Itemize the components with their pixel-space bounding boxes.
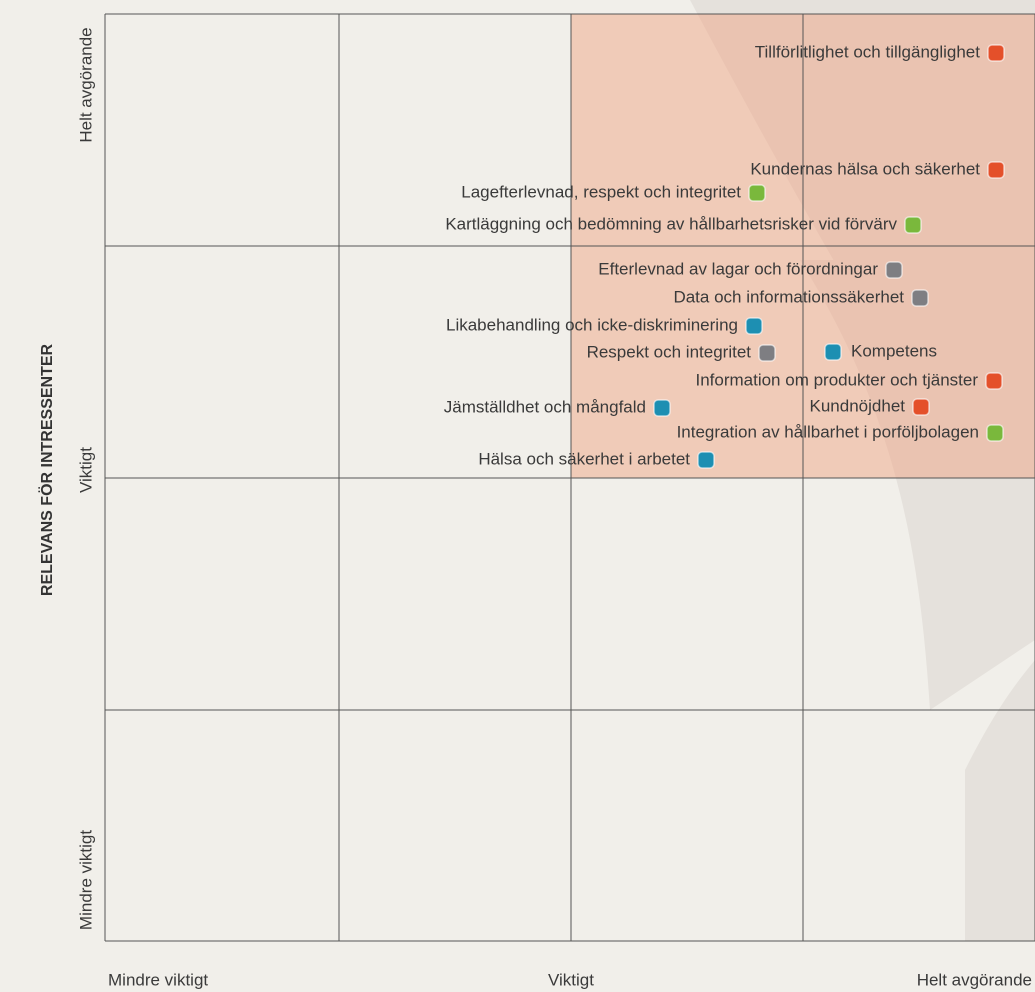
item-label: Hälsa och säkerhet i arbetet <box>478 449 690 468</box>
item-marker <box>749 185 765 201</box>
x-label: Viktigt <box>548 970 594 989</box>
item-label: Kompetens <box>851 341 937 360</box>
y-label: Viktigt <box>76 447 95 493</box>
item-marker <box>988 162 1004 178</box>
item-label: Likabehandling och icke-diskriminering <box>446 315 738 334</box>
item-label: Jämställdhet och mångfald <box>444 397 646 416</box>
item-marker <box>746 318 762 334</box>
item-marker <box>988 45 1004 61</box>
x-label: Helt avgörande <box>917 970 1032 989</box>
item-label: Information om produkter och tjänster <box>695 370 978 389</box>
item-marker <box>698 452 714 468</box>
y-label: Mindre viktigt <box>76 830 95 930</box>
matrix: RELEVANS FÖR INTRESSENTER Tillförlitligh… <box>0 0 1035 992</box>
item-marker <box>654 400 670 416</box>
item-marker <box>905 217 921 233</box>
item-marker <box>759 345 775 361</box>
y-axis-title: RELEVANS FÖR INTRESSENTER <box>37 343 56 596</box>
item-label: Tillförlitlighet och tillgänglighet <box>755 42 980 61</box>
y-label: Helt avgörande <box>76 27 95 142</box>
item-marker <box>912 290 928 306</box>
item-label: Integration av hållbarhet i porföljbolag… <box>677 422 979 441</box>
item-label: Respekt och integritet <box>587 342 752 361</box>
item-label: Kundernas hälsa och säkerhet <box>750 159 980 178</box>
item-marker <box>913 399 929 415</box>
item-marker <box>986 373 1002 389</box>
item-label: Kartläggning och bedömning av hållbarhet… <box>445 214 897 233</box>
x-label: Mindre viktigt <box>108 970 208 989</box>
item-label: Data och informationssäkerhet <box>673 287 904 306</box>
item-marker <box>825 344 841 360</box>
item-label: Efterlevnad av lagar och förordningar <box>598 259 878 278</box>
item-label: Lagefterlevnad, respekt och integritet <box>461 182 741 201</box>
item-marker <box>987 425 1003 441</box>
item-label: Kundnöjdhet <box>810 396 906 415</box>
item-marker <box>886 262 902 278</box>
